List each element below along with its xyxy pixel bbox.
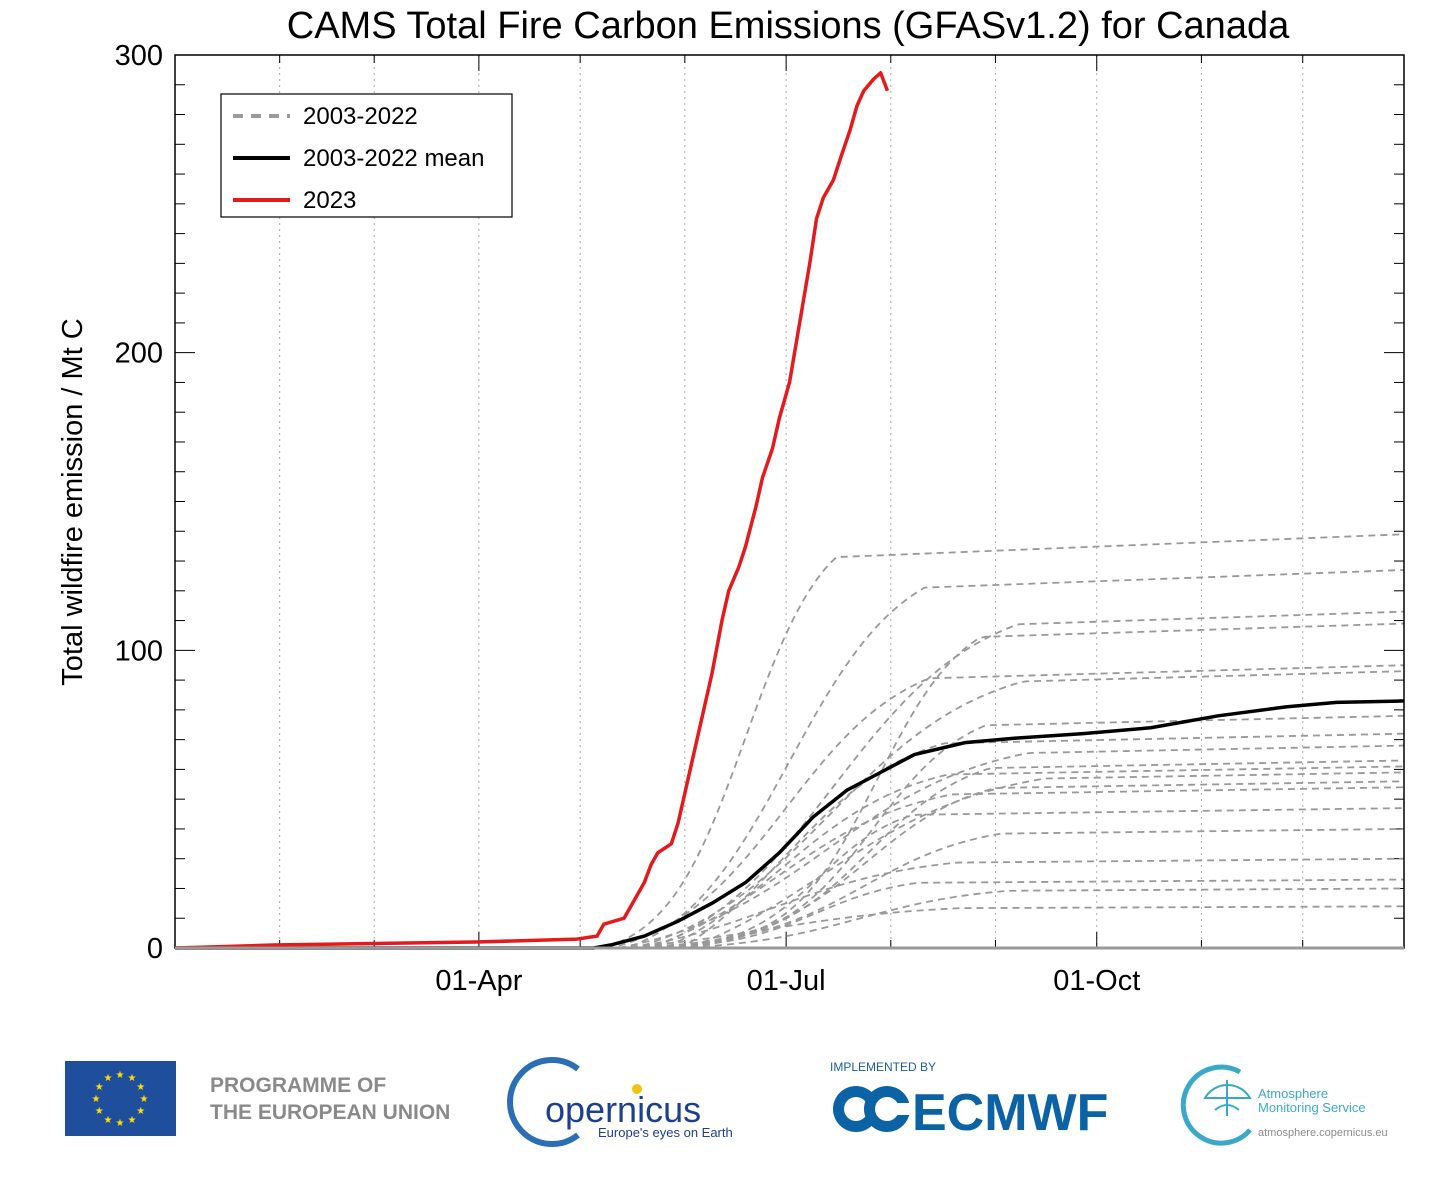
- copernicus-tagline: Europe's eyes on Earth: [598, 1125, 733, 1140]
- copernicus-dot-icon: [632, 1084, 642, 1094]
- ecmwf-symbol-icon: [833, 1086, 913, 1132]
- cams-logo: Atmosphere Monitoring Service atmosphere…: [1180, 1064, 1388, 1146]
- line-2023: [174, 71, 890, 950]
- year-line: [175, 828, 1405, 949]
- star-icon: ★: [104, 1115, 113, 1126]
- year-line: [175, 887, 1405, 949]
- star-icon: ★: [92, 1094, 101, 1105]
- tick-labels: 0 100 200 300 01-Apr 01-Jul 01-Oct: [115, 40, 1141, 997]
- ecmwf-wordmark: ECMWF: [912, 1084, 1108, 1142]
- series-2003-2022: [175, 533, 1405, 949]
- star-icon: ★: [136, 1106, 145, 1117]
- star-icon: ★: [128, 1115, 137, 1126]
- star-icon: ★: [104, 1073, 113, 1084]
- cams-url: atmosphere.copernicus.eu: [1258, 1127, 1388, 1139]
- star-icon: ★: [116, 1070, 125, 1081]
- y-tick-label: 300: [115, 40, 163, 72]
- star-icon: ★: [128, 1073, 137, 1084]
- copernicus-wordmark: opernicus: [545, 1089, 701, 1130]
- cams-globe-icon: [1180, 1064, 1252, 1146]
- ecmwf-logo: IMPLEMENTED BY ECMWF: [830, 1060, 1108, 1142]
- star-icon: ★: [95, 1106, 104, 1117]
- legend: 2003-2022 2003-2022 mean 2023: [220, 93, 513, 218]
- y-tick-label: 0: [147, 933, 163, 965]
- x-tick-label: 01-Apr: [435, 965, 522, 997]
- legend-label-2023: 2023: [303, 187, 356, 214]
- implemented-by-label: IMPLEMENTED BY: [830, 1060, 936, 1074]
- mean-line: [175, 699, 1405, 950]
- year-line: [175, 664, 1405, 949]
- year-line: [175, 610, 1405, 949]
- x-tick-label: 01-Oct: [1053, 965, 1140, 997]
- year-line: [175, 533, 1405, 949]
- series-2023: [174, 71, 890, 950]
- chart-title: CAMS Total Fire Carbon Emissions (GFASv1…: [287, 5, 1290, 47]
- star-icon: ★: [140, 1094, 149, 1105]
- eu-programme-line2: THE EUROPEAN UNION: [210, 1101, 450, 1124]
- x-tick-label: 01-Jul: [747, 965, 826, 997]
- year-line: [175, 622, 1405, 949]
- legend-label-mean: 2003-2022 mean: [303, 145, 484, 172]
- year-line: [175, 807, 1405, 949]
- grid-lines: [279, 55, 1304, 948]
- copernicus-logo: opernicus Europe's eyes on Earth: [507, 1057, 733, 1147]
- year-line: [175, 569, 1405, 949]
- y-tick-label: 100: [115, 635, 163, 667]
- star-icon: ★: [136, 1082, 145, 1093]
- y-tick-label: 200: [115, 338, 163, 370]
- year-line: [175, 714, 1405, 949]
- star-icon: ★: [116, 1118, 125, 1129]
- legend-label-years: 2003-2022: [303, 103, 418, 130]
- cams-line2: Monitoring Service: [1258, 1100, 1366, 1115]
- series-mean: [175, 699, 1405, 950]
- eu-programme-line1: PROGRAMME OF: [210, 1074, 386, 1097]
- copernicus-c-icon: [507, 1057, 580, 1147]
- eu-flag: [65, 1061, 176, 1136]
- year-line: [175, 905, 1405, 949]
- cams-line1: Atmosphere: [1258, 1086, 1328, 1101]
- star-icon: ★: [95, 1082, 104, 1093]
- y-axis-label: Total wildfire emission / Mt C: [57, 318, 89, 685]
- eu-stars-icon: ★★★★★★★★★ ★ ★★: [92, 1070, 149, 1129]
- eu-flag-logo: ★★★★★★★★★ ★ ★★: [65, 1061, 176, 1136]
- year-line: [175, 765, 1405, 949]
